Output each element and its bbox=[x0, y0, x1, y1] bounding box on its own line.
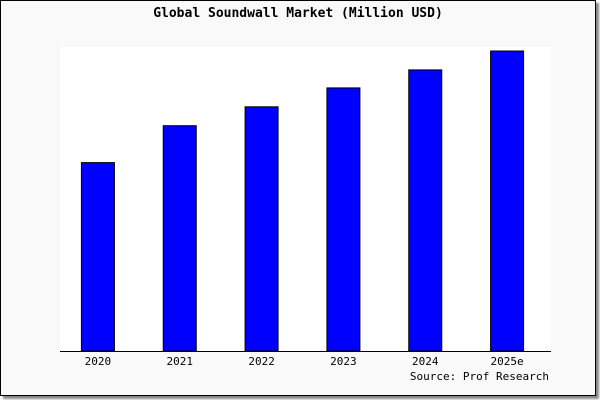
x-tick-label: 2023 bbox=[330, 355, 357, 368]
bar-2022 bbox=[244, 106, 279, 352]
source-label: Source: Prof Research bbox=[410, 370, 549, 383]
chart-title: Global Soundwall Market (Million USD) bbox=[153, 6, 443, 21]
x-tick-label: 2022 bbox=[248, 355, 275, 368]
bar-2024 bbox=[408, 69, 443, 352]
x-tick-label: 2020 bbox=[85, 355, 112, 368]
bar-2020 bbox=[80, 162, 115, 352]
x-tick-label: 2025e bbox=[491, 355, 524, 368]
x-tick-label: 2024 bbox=[412, 355, 439, 368]
bar-chart: 2020 2021 2022 2023 2024 2025e Source: Prof R… bbox=[60, 47, 551, 383]
x-tick-label: 2021 bbox=[167, 355, 194, 368]
bar-2021 bbox=[162, 125, 197, 352]
bar-2025e bbox=[490, 50, 525, 352]
bar-2023 bbox=[326, 87, 361, 352]
plot-area bbox=[60, 47, 551, 351]
